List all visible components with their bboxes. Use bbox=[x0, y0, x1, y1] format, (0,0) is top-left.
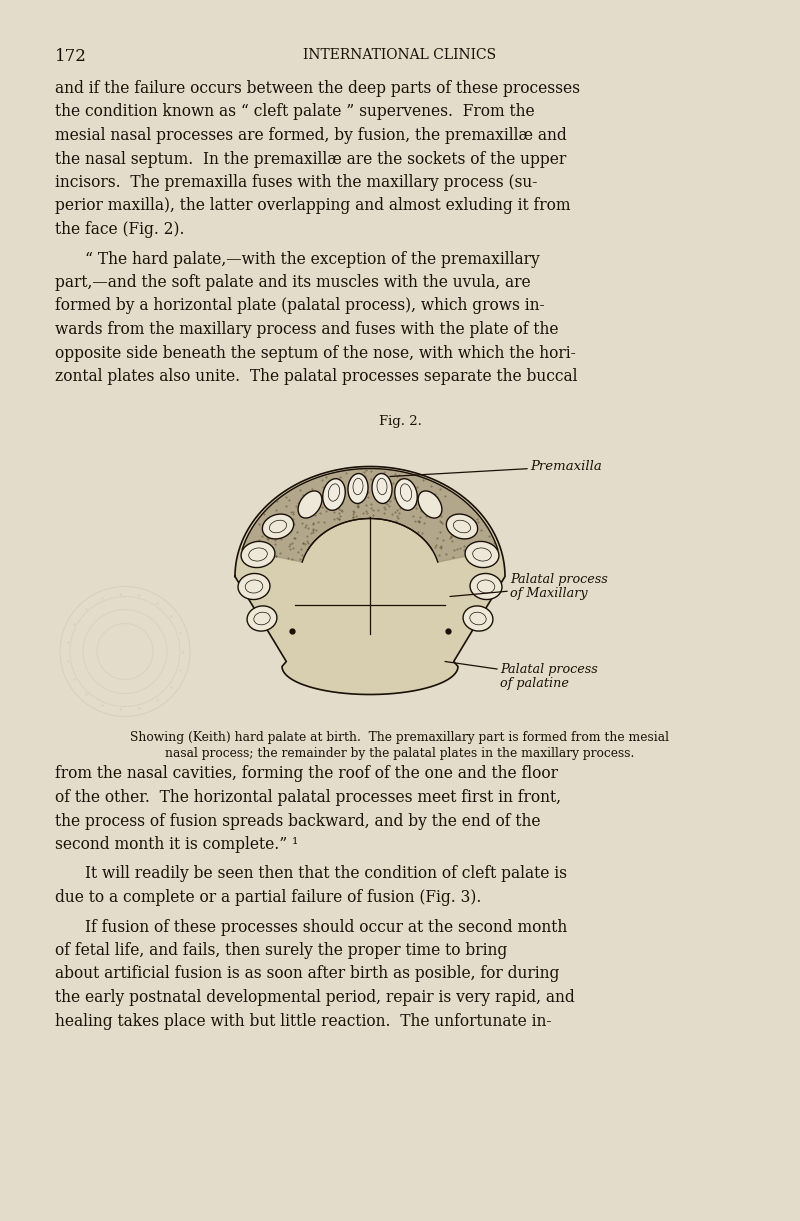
Ellipse shape bbox=[418, 491, 442, 518]
Ellipse shape bbox=[372, 474, 392, 503]
Ellipse shape bbox=[465, 541, 499, 568]
Text: Palatal process
of palatine: Palatal process of palatine bbox=[445, 662, 598, 691]
Ellipse shape bbox=[247, 606, 277, 631]
Text: the nasal septum.  In the premaxillæ are the sockets of the upper: the nasal septum. In the premaxillæ are … bbox=[55, 150, 566, 167]
Polygon shape bbox=[242, 469, 498, 562]
Text: perior maxilla), the latter overlapping and almost exluding it from: perior maxilla), the latter overlapping … bbox=[55, 198, 570, 215]
Text: incisors.  The premaxilla fuses with the maxillary process (su-: incisors. The premaxilla fuses with the … bbox=[55, 175, 538, 190]
Text: If fusion of these processes should occur at the second month: If fusion of these processes should occu… bbox=[85, 918, 567, 935]
Text: the condition known as “ cleft palate ” supervenes.  From the: the condition known as “ cleft palate ” … bbox=[55, 104, 534, 121]
Ellipse shape bbox=[394, 479, 418, 510]
Text: the process of fusion spreads backward, and by the end of the: the process of fusion spreads backward, … bbox=[55, 812, 541, 829]
Text: Palatal process
of Maxillary: Palatal process of Maxillary bbox=[450, 573, 608, 601]
Text: formed by a horizontal plate (palatal process), which grows in-: formed by a horizontal plate (palatal pr… bbox=[55, 298, 545, 315]
Text: Showing (Keith) hard palate at birth.  The premaxillary part is formed from the : Showing (Keith) hard palate at birth. Th… bbox=[130, 731, 670, 745]
Ellipse shape bbox=[298, 491, 322, 518]
Text: 172: 172 bbox=[55, 48, 87, 65]
Text: from the nasal cavities, forming the roof of the one and the floor: from the nasal cavities, forming the roo… bbox=[55, 766, 558, 783]
Text: of the other.  The horizontal palatal processes meet first in front,: of the other. The horizontal palatal pro… bbox=[55, 789, 561, 806]
Text: healing takes place with but little reaction.  The unfortunate in-: healing takes place with but little reac… bbox=[55, 1012, 551, 1029]
Text: second month it is complete.” ¹: second month it is complete.” ¹ bbox=[55, 836, 298, 853]
Text: “ The hard palate,—with the exception of the premaxillary: “ The hard palate,—with the exception of… bbox=[85, 250, 540, 267]
Ellipse shape bbox=[241, 541, 275, 568]
Text: the early postnatal developmental period, repair is very rapid, and: the early postnatal developmental period… bbox=[55, 989, 574, 1006]
Text: nasal process; the remainder by the palatal plates in the maxillary process.: nasal process; the remainder by the pala… bbox=[166, 746, 634, 759]
Text: INTERNATIONAL CLINICS: INTERNATIONAL CLINICS bbox=[303, 48, 497, 62]
Ellipse shape bbox=[446, 514, 478, 538]
Ellipse shape bbox=[262, 514, 294, 538]
Text: zontal plates also unite.  The palatal processes separate the buccal: zontal plates also unite. The palatal pr… bbox=[55, 368, 578, 385]
Ellipse shape bbox=[322, 479, 346, 510]
Text: Premaxilla: Premaxilla bbox=[390, 460, 602, 476]
Polygon shape bbox=[235, 466, 505, 695]
Text: It will readily be seen then that the condition of cleft palate is: It will readily be seen then that the co… bbox=[85, 866, 567, 883]
Text: the face (Fig. 2).: the face (Fig. 2). bbox=[55, 221, 185, 238]
Text: of fetal life, and fails, then surely the proper time to bring: of fetal life, and fails, then surely th… bbox=[55, 941, 507, 958]
Text: wards from the maxillary process and fuses with the plate of the: wards from the maxillary process and fus… bbox=[55, 321, 558, 338]
Text: mesial nasal processes are formed, by fusion, the premaxillæ and: mesial nasal processes are formed, by fu… bbox=[55, 127, 566, 144]
Text: opposite side beneath the septum of the nose, with which the hori-: opposite side beneath the septum of the … bbox=[55, 344, 576, 361]
Ellipse shape bbox=[470, 574, 502, 600]
Text: about artificial fusion is as soon after birth as posible, for during: about artificial fusion is as soon after… bbox=[55, 966, 559, 983]
Ellipse shape bbox=[463, 606, 493, 631]
Text: part,—and the soft palate and its muscles with the uvula, are: part,—and the soft palate and its muscle… bbox=[55, 274, 530, 291]
Ellipse shape bbox=[238, 574, 270, 600]
Ellipse shape bbox=[348, 474, 368, 503]
Text: and if the failure occurs between the deep parts of these processes: and if the failure occurs between the de… bbox=[55, 81, 580, 96]
Text: Fig. 2.: Fig. 2. bbox=[378, 414, 422, 427]
Text: due to a complete or a partial failure of fusion (Fig. 3).: due to a complete or a partial failure o… bbox=[55, 889, 482, 906]
